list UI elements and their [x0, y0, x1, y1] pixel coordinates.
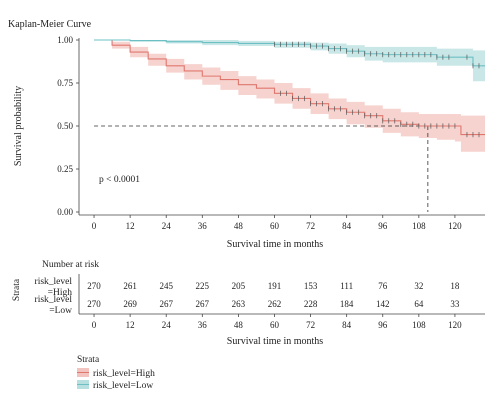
risk-row-label: risk_level: [35, 277, 73, 287]
risk-count: 64: [414, 299, 424, 309]
risk-table-strata-label: Strata: [12, 278, 22, 301]
risk-row-label: risk_level: [35, 295, 73, 305]
y-tick-label: 1.00: [57, 35, 73, 45]
x-tick-label: 72: [306, 221, 315, 231]
risk-count: 184: [340, 299, 354, 309]
risk-count: 205: [232, 281, 246, 291]
risk-table-x-axis-label: Survival time in months: [227, 336, 323, 347]
y-axis-label: Survival probability: [13, 86, 24, 166]
confidence-bands: [94, 40, 485, 152]
risk-count: 76: [378, 281, 388, 291]
risk-count: 261: [123, 281, 137, 291]
risk-table-counts: 270 261 245 225 205 191 153 111 76 32 18 270 269 267 2…: [87, 281, 460, 309]
risk-x-tick-label: 24: [162, 320, 172, 330]
survival-plot: Kaplan-Meier Curve Survival probability …: [8, 19, 485, 250]
risk-x-tick-label: 84: [342, 320, 352, 330]
legend-label-high: risk_level=High: [93, 369, 155, 379]
legend-item-high: risk_level=High: [77, 368, 155, 379]
y-tick-label: 0.50: [57, 121, 73, 131]
risk-count: 142: [376, 299, 390, 309]
risk-table-x-axis: 0 12 24 36 48 60 72 84 96 108 120: [78, 274, 485, 330]
risk-count: 191: [268, 281, 282, 291]
risk-count: 225: [196, 281, 210, 291]
x-tick-label: 84: [342, 221, 352, 231]
risk-x-tick-label: 0: [92, 320, 97, 330]
risk-x-tick-label: 12: [126, 320, 135, 330]
x-axis-label: Survival time in months: [227, 239, 323, 250]
risk-row-label-sub: =High: [48, 288, 73, 298]
risk-x-tick-label: 96: [378, 320, 388, 330]
y-tick-label: 0.00: [57, 207, 73, 217]
risk-count: 32: [414, 281, 423, 291]
risk-table: Number at risk Strata risk_level=Highris…: [12, 260, 485, 347]
risk-x-tick-label: 120: [448, 320, 462, 330]
chart-title: Kaplan-Meier Curve: [8, 19, 92, 30]
risk-x-tick-label: 108: [412, 320, 426, 330]
risk-x-tick-label: 36: [198, 320, 208, 330]
y-tick-label: 0.75: [57, 78, 73, 88]
y-axis: 0.00 0.25 0.50 0.75 1.00: [57, 35, 80, 217]
risk-count: 270: [87, 299, 101, 309]
x-tick-label: 120: [448, 221, 462, 231]
legend-title: Strata: [77, 355, 100, 365]
x-tick-label: 12: [126, 221, 135, 231]
risk-count: 228: [304, 299, 318, 309]
risk-count: 111: [340, 281, 353, 291]
risk-count: 263: [232, 299, 246, 309]
risk-count: 153: [304, 281, 318, 291]
risk-count: 267: [196, 299, 210, 309]
confidence-band-0: [94, 40, 485, 152]
legend-item-low: risk_level=Low: [77, 380, 153, 391]
risk-x-tick-label: 48: [234, 320, 244, 330]
p-value-annotation: p < 0.0001: [99, 175, 140, 185]
risk-count: 33: [450, 299, 460, 309]
confidence-band-1: [94, 40, 485, 82]
x-tick-label: 24: [162, 221, 172, 231]
risk-count: 267: [159, 299, 173, 309]
risk-count: 269: [123, 299, 137, 309]
legend: Strata risk_level=High risk_level=Low: [77, 355, 155, 391]
legend-label-low: risk_level=Low: [93, 381, 153, 391]
y-tick-label: 0.25: [57, 164, 73, 174]
risk-x-tick-label: 60: [270, 320, 280, 330]
x-tick-label: 48: [234, 221, 244, 231]
risk-x-tick-label: 72: [306, 320, 315, 330]
risk-count: 262: [268, 299, 282, 309]
risk-table-title: Number at risk: [42, 260, 99, 270]
x-tick-label: 60: [270, 221, 280, 231]
x-tick-label: 0: [92, 221, 97, 231]
x-tick-label: 108: [412, 221, 426, 231]
median-lines: [94, 125, 429, 212]
x-axis: 0 12 24 36 48 60 72 84 96 108 120: [79, 214, 485, 231]
risk-count: 18: [450, 281, 460, 291]
risk-row-label-sub: =Low: [49, 306, 72, 316]
risk-count: 270: [87, 281, 101, 291]
risk-count: 245: [159, 281, 173, 291]
x-tick-label: 36: [198, 221, 208, 231]
censor-marks: [274, 41, 480, 138]
x-tick-label: 96: [378, 221, 388, 231]
